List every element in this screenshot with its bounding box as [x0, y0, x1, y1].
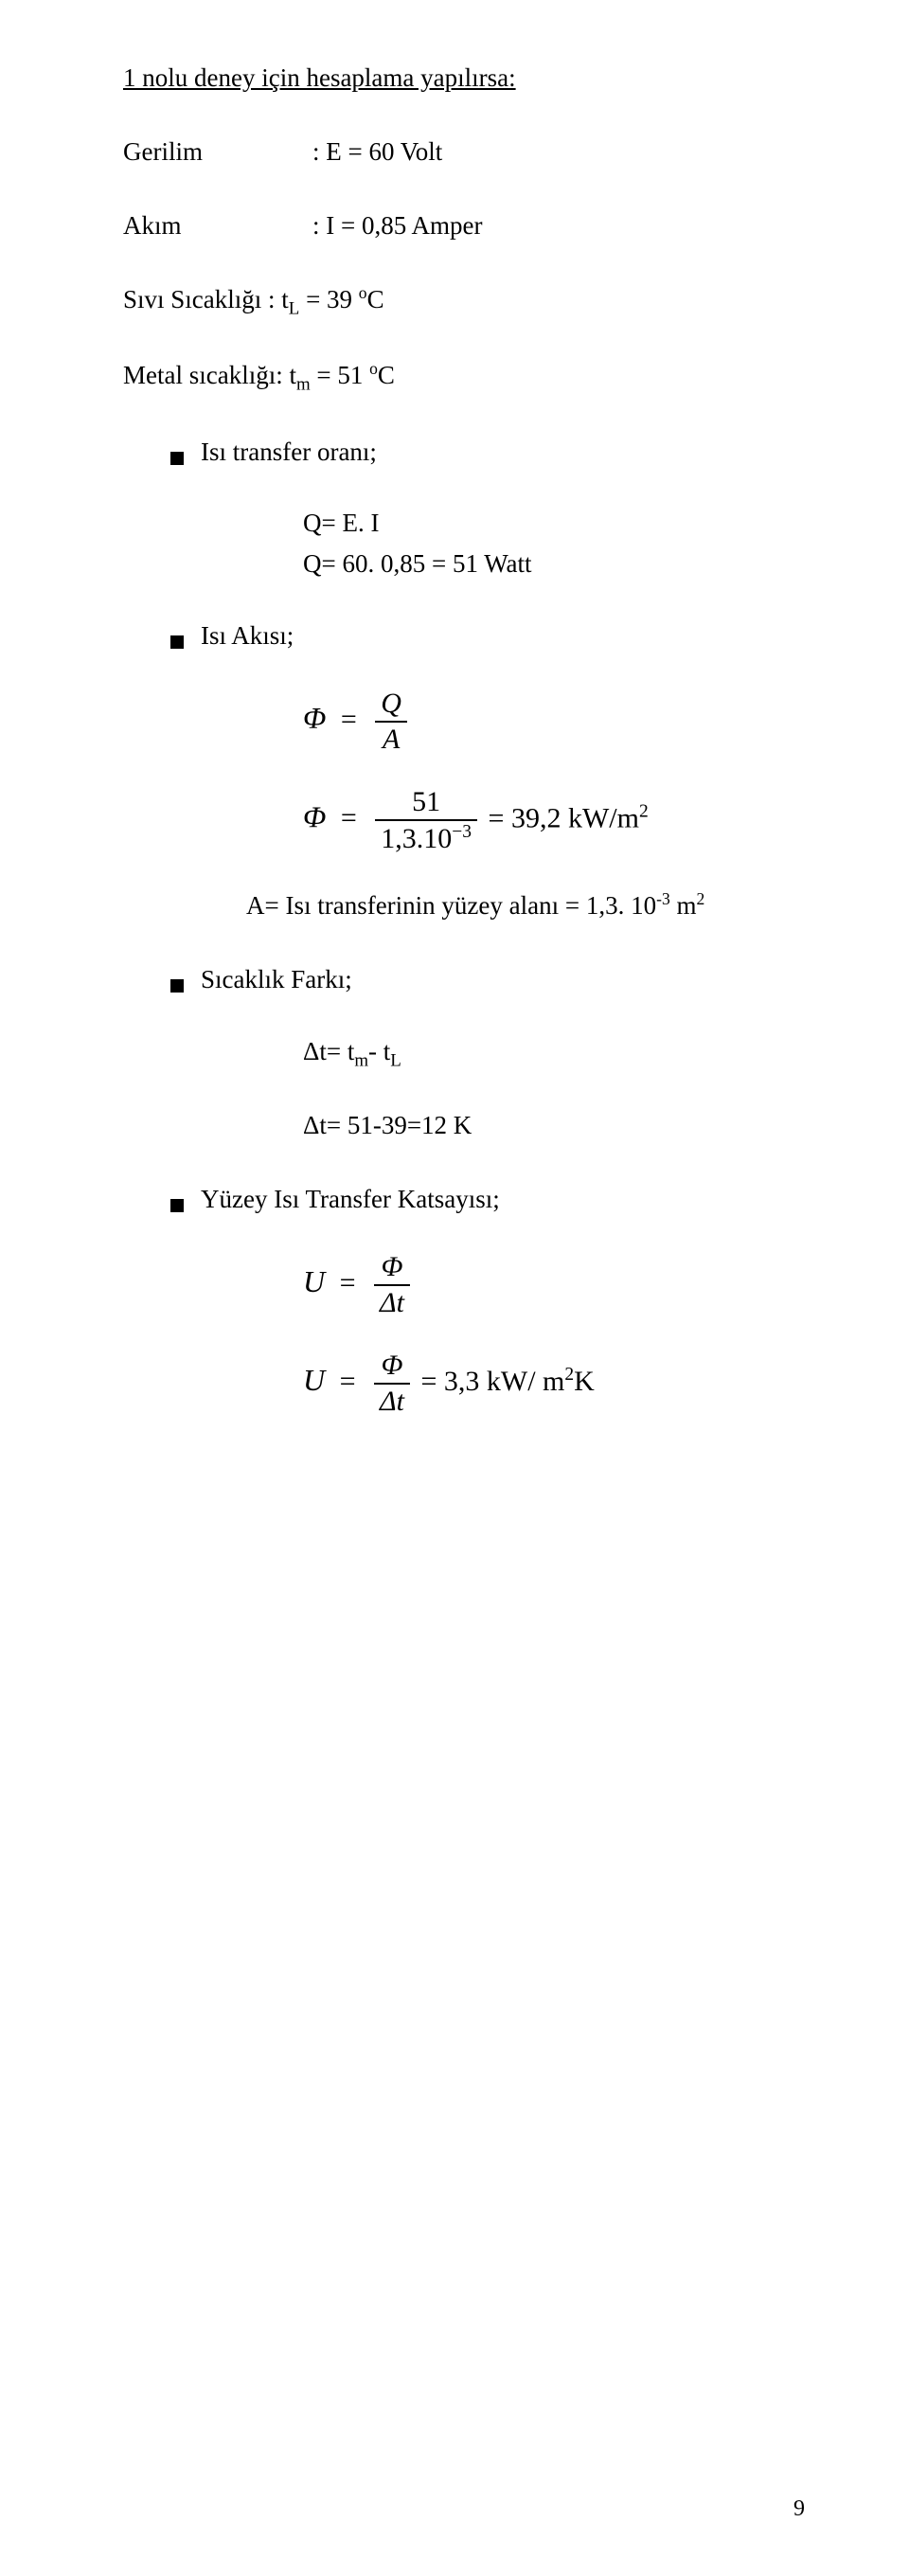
equals: = — [340, 1366, 356, 1397]
fraction: Φ Δt — [374, 1250, 410, 1320]
bullet-icon — [170, 1199, 184, 1212]
bullet-2-text: Isı Akısı; — [201, 615, 294, 658]
bullet-1-text: Isı transfer oranı; — [201, 431, 377, 474]
a-line: A= Isı transferinin yüzey alanı = 1,3. 1… — [246, 885, 805, 928]
dt1-sub1: m — [354, 1050, 368, 1070]
phi-symbol: Φ — [303, 701, 326, 735]
den-base: 1,3.10 — [381, 823, 452, 854]
denominator: A — [375, 723, 407, 757]
akim-label: Akım — [123, 205, 312, 248]
equals: = — [341, 802, 357, 833]
phi-formula-2: Φ = 51 1,3.10−3 = 39,2 kW/m2 — [303, 785, 805, 856]
a-text: A= Isı transferinin yüzey alanı = 1,3. 1… — [246, 891, 656, 920]
fraction: 51 1,3.10−3 — [375, 785, 477, 856]
dt-line-2: Δt= 51-39=12 K — [303, 1104, 805, 1148]
equals: = — [341, 704, 357, 735]
bullet-2: Isı Akısı; — [170, 615, 805, 658]
bullet-icon — [170, 635, 184, 649]
sivi-sup: o — [359, 283, 367, 302]
bullet-4: Yüzey Isı Transfer Katsayısı; — [170, 1178, 805, 1222]
bullet-4-text: Yüzey Isı Transfer Katsayısı; — [201, 1178, 500, 1222]
dt1-mid: - t — [368, 1037, 390, 1065]
sivi-rest: = 39 — [299, 285, 358, 313]
u-symbol: U — [303, 1363, 325, 1397]
fraction: Q A — [375, 687, 407, 757]
fraction: Φ Δt — [374, 1349, 410, 1419]
phi2-result: = 39,2 kW/m — [489, 802, 639, 833]
u-formula-2: U = Φ Δt = 3,3 kW/ m2K — [303, 1349, 805, 1419]
sivi-sub: L — [289, 298, 300, 318]
numerator: Q — [375, 687, 407, 723]
u-symbol: U — [303, 1264, 325, 1298]
phi2-result-sup: 2 — [639, 801, 649, 821]
gerilim-row: Gerilim : E = 60 Volt — [123, 131, 805, 174]
bullet-icon — [170, 452, 184, 465]
metal-sub: m — [296, 375, 311, 395]
bullet-icon — [170, 979, 184, 993]
metal-text: Metal sıcaklığı: t — [123, 361, 296, 389]
den-exp: −3 — [452, 822, 472, 842]
q-line-1: Q= E. I — [303, 503, 805, 544]
sivi-unit: C — [367, 285, 384, 313]
gerilim-value: : E = 60 Volt — [312, 131, 805, 174]
u2-result: = 3,3 kW/ m — [420, 1366, 564, 1397]
phi-symbol: Φ — [303, 799, 326, 833]
numerator: 51 — [375, 785, 477, 821]
equals: = — [340, 1267, 356, 1298]
section-title: 1 nolu deney için hesaplama yapılırsa: — [123, 57, 805, 100]
q-line-2: Q= 60. 0,85 = 51 Watt — [303, 544, 805, 584]
u-formula-1: U = Φ Δt — [303, 1250, 805, 1320]
a-exp: -3 — [656, 889, 670, 908]
u2-result-tail: K — [574, 1366, 595, 1397]
gerilim-label: Gerilim — [123, 131, 312, 174]
metal-line: Metal sıcaklığı: tm = 51 oC — [123, 354, 805, 401]
metal-unit: C — [378, 361, 395, 389]
akim-row: Akım : I = 0,85 Amper — [123, 205, 805, 248]
metal-sup: o — [369, 359, 378, 378]
denominator: Δt — [374, 1286, 410, 1320]
dt1-a: Δt= t — [303, 1037, 354, 1065]
a-unit: m — [670, 891, 697, 920]
den-text: Δt — [380, 1287, 404, 1318]
dt-line-1: Δt= tm- tL — [303, 1030, 805, 1077]
metal-rest: = 51 — [311, 361, 369, 389]
den-text: Δt — [380, 1386, 404, 1417]
bullet-1: Isı transfer oranı; — [170, 431, 805, 474]
bullet-3-text: Sıcaklık Farkı; — [201, 958, 352, 1002]
sivi-text: Sıvı Sıcaklığı : t — [123, 285, 289, 313]
dt1-sub2: L — [390, 1050, 401, 1070]
akim-value: : I = 0,85 Amper — [312, 205, 805, 248]
u2-result-sup: 2 — [564, 1365, 574, 1385]
phi-formula-1: Φ = Q A — [303, 687, 805, 757]
a-unit-sup: 2 — [696, 889, 704, 908]
q-block: Q= E. I Q= 60. 0,85 = 51 Watt — [303, 503, 805, 584]
sivi-line: Sıvı Sıcaklığı : tL = 39 oC — [123, 278, 805, 325]
numerator: Φ — [374, 1250, 410, 1286]
denominator: 1,3.10−3 — [375, 821, 477, 856]
denominator: Δt — [374, 1385, 410, 1419]
document-page: 1 nolu deney için hesaplama yapılırsa: G… — [0, 0, 909, 2576]
bullet-3: Sıcaklık Farkı; — [170, 958, 805, 1002]
page-number: 9 — [793, 2490, 805, 2529]
numerator: Φ — [374, 1349, 410, 1385]
